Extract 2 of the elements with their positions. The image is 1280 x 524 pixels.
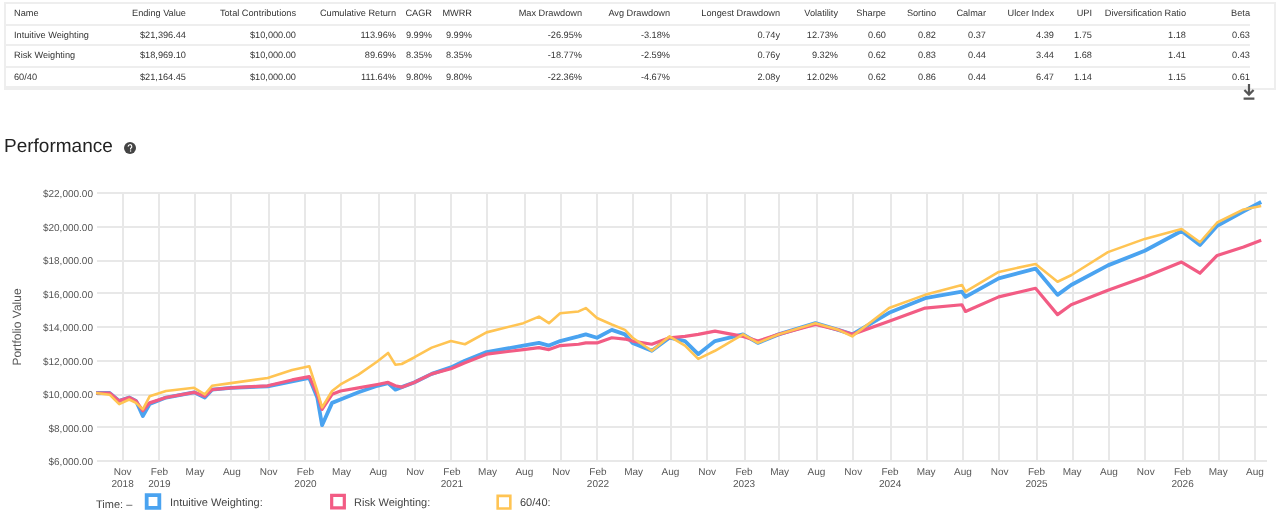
chart-title: Performance: [4, 136, 113, 158]
line-series: [94, 238, 1263, 413]
